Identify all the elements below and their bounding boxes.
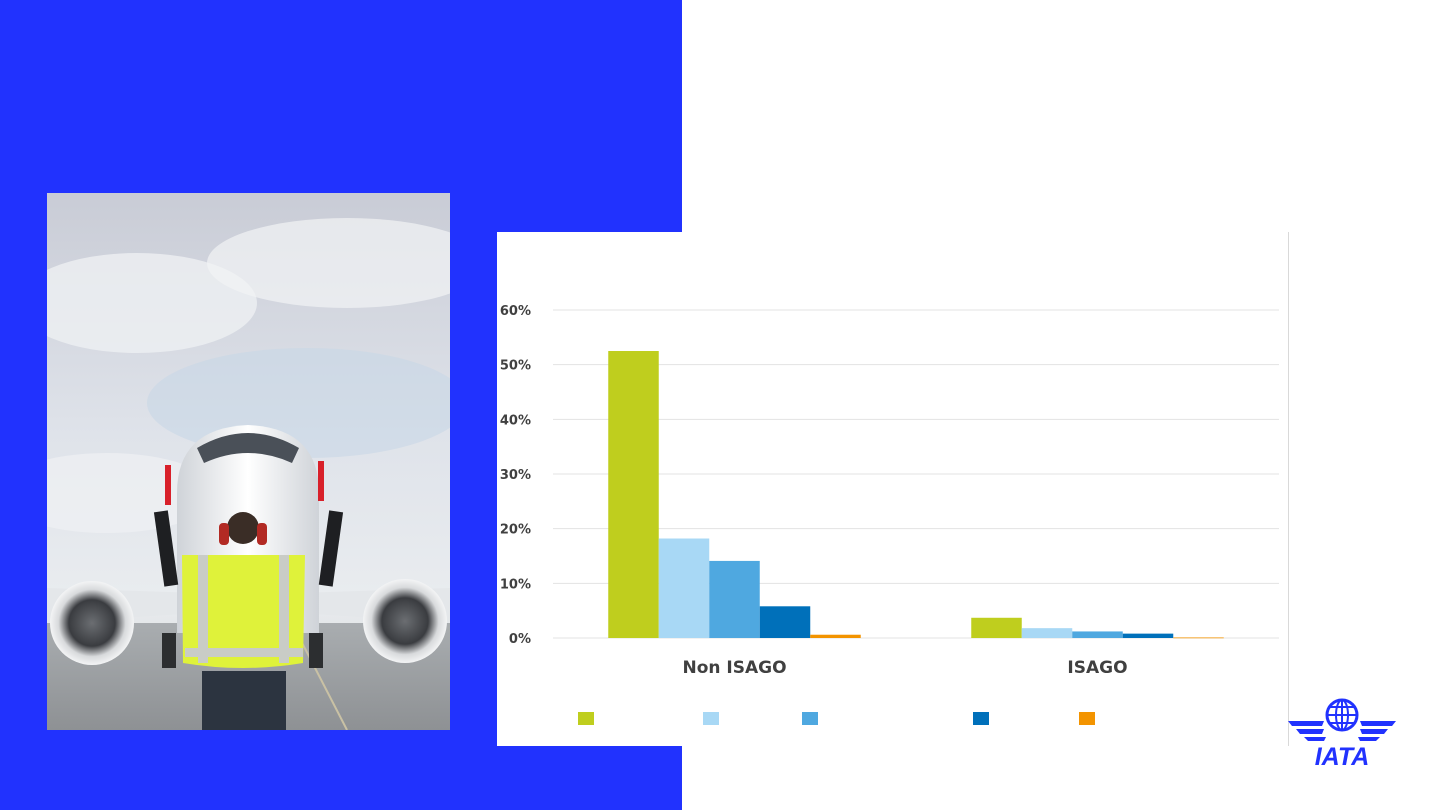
- x-category-label: ISAGO: [1067, 658, 1127, 678]
- bar: [810, 634, 861, 638]
- bar: [1173, 637, 1224, 639]
- bar: [1021, 628, 1073, 638]
- bar: [759, 606, 811, 638]
- y-tick-label: 60%: [500, 304, 531, 319]
- x-category-label: Non ISAGO: [682, 658, 786, 678]
- legend: [578, 712, 1095, 725]
- chart-card: 0% 10% 20% 30% 40% 50% 60% Non ISAGO ISAGO: [497, 232, 1289, 746]
- bar: [971, 617, 1022, 638]
- bar: [1072, 631, 1123, 638]
- y-tick-label: 0%: [509, 632, 531, 647]
- vertical-divider: [1288, 232, 1289, 746]
- iata-logo-text: IATA: [1315, 743, 1370, 769]
- bar-chart: 0% 10% 20% 30% 40% 50% 60% Non ISAGO ISAGO: [500, 304, 1279, 725]
- legend-swatch: [973, 712, 989, 725]
- legend-swatch: [703, 712, 719, 725]
- aircraft-marshaller-photo: [47, 193, 450, 730]
- legend-swatch: [1079, 712, 1095, 725]
- y-tick-label: 40%: [500, 413, 531, 428]
- bar: [658, 538, 710, 638]
- bars: [608, 351, 1224, 639]
- y-tick-label: 30%: [500, 468, 531, 483]
- photo-illustration: [47, 193, 450, 730]
- y-tick-label: 50%: [500, 359, 531, 374]
- y-tick-label: 10%: [500, 577, 531, 592]
- x-axis-categories: Non ISAGO ISAGO: [682, 658, 1127, 678]
- iata-logo: IATA: [1286, 697, 1398, 769]
- y-tick-label: 20%: [500, 523, 531, 538]
- legend-swatch: [802, 712, 818, 725]
- legend-swatch: [578, 712, 594, 725]
- bar: [608, 351, 659, 638]
- bar: [709, 560, 760, 638]
- bar: [1122, 633, 1174, 638]
- iata-globe-wings-icon: IATA: [1288, 698, 1396, 769]
- y-axis-ticks: 0% 10% 20% 30% 40% 50% 60%: [500, 304, 531, 647]
